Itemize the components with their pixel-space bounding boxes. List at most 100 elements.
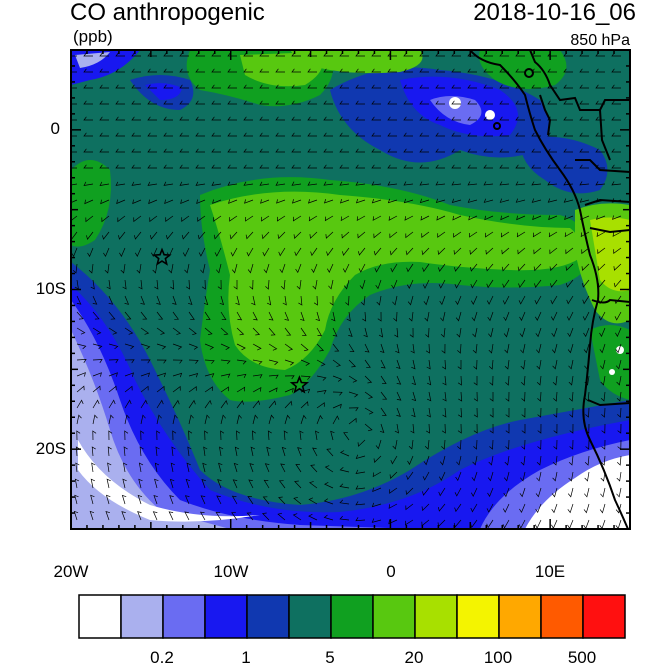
wind-barb: [611, 100, 621, 105]
wind-barb: [598, 295, 606, 305]
wind-barb: [421, 231, 430, 238]
wind-barb: [156, 385, 165, 393]
wind-barb: [291, 52, 301, 57]
wind-barb: [585, 439, 590, 450]
wind-barb: [310, 247, 318, 257]
wind-barb: [435, 84, 445, 89]
wind-barb: [532, 215, 542, 221]
wind-barb: [172, 372, 183, 378]
wind-barb: [259, 52, 269, 57]
wind-barb: [179, 148, 189, 153]
wind-barb: [373, 231, 382, 239]
wind-barb: [339, 198, 350, 204]
wind-barb: [284, 375, 295, 380]
wind-barb: [488, 327, 494, 338]
wind-barb: [531, 181, 542, 186]
wind-barb: [521, 391, 526, 402]
wind-barb: [275, 100, 285, 105]
wind-barb: [131, 132, 141, 137]
wind-barb: [76, 327, 86, 335]
wind-barb: [421, 247, 430, 256]
wind-barb: [536, 359, 542, 370]
wind-barb: [387, 181, 398, 186]
wind-barb: [137, 511, 142, 521]
wind-barb: [583, 503, 590, 514]
wind-barb: [440, 327, 446, 338]
wind-barb: [470, 295, 478, 305]
wind-barb: [106, 279, 111, 290]
wind-barb: [188, 399, 196, 409]
wind-barb: [406, 263, 414, 273]
wind-barb: [488, 455, 494, 466]
wind-barb: [611, 148, 621, 153]
wind-barb: [410, 423, 415, 434]
wind-barb: [376, 295, 382, 306]
wind-barb: [515, 132, 525, 137]
wind-barb: [326, 247, 334, 257]
wind-barb: [468, 215, 478, 221]
wind-barb: [342, 247, 350, 256]
wind-barb: [187, 295, 193, 306]
wind-barb: [188, 414, 194, 425]
wind-barb: [140, 295, 145, 305]
wind-barb: [421, 503, 430, 512]
wind-barb: [115, 68, 125, 73]
wind-barb: [537, 439, 542, 450]
wind-barb: [147, 100, 157, 105]
wind-barb: [284, 400, 293, 409]
wind-barb: [537, 391, 542, 402]
wind-barb: [140, 359, 151, 364]
wind-barb: [600, 375, 606, 386]
wind-barb: [483, 132, 493, 137]
wind-barb: [215, 511, 222, 521]
wind-barb: [199, 511, 206, 521]
wind-barb: [131, 68, 141, 73]
wind-barb: [425, 343, 430, 354]
wind-barb: [252, 414, 259, 425]
wind-barb: [204, 399, 212, 409]
wind-barb: [504, 359, 510, 370]
wind-barb: [483, 148, 493, 153]
wind-barb: [553, 423, 558, 434]
wind-barb: [195, 84, 205, 89]
wind-barb: [379, 343, 385, 354]
wind-barb: [156, 372, 167, 378]
wind-barb: [442, 391, 447, 402]
wind-barb: [103, 247, 110, 258]
wind-barb: [553, 391, 558, 402]
wind-barb: [325, 231, 334, 239]
wind-barb: [227, 181, 238, 186]
wind-barb: [518, 295, 526, 305]
wind-barb: [407, 455, 414, 466]
wind-barb: [308, 497, 318, 505]
wind-barb: [259, 68, 269, 73]
wind-barb: [147, 84, 157, 89]
wind-barb: [326, 263, 334, 273]
wind-barb: [355, 164, 365, 169]
wind-barb: [71, 199, 78, 204]
wind-barb: [108, 414, 114, 425]
wind-barb: [307, 132, 317, 137]
wind-barb: [195, 132, 205, 137]
wind-barb: [387, 132, 397, 137]
wind-barb: [236, 327, 245, 336]
wind-barb: [275, 84, 285, 89]
wind-barb: [405, 231, 414, 239]
wind-barb: [357, 231, 366, 239]
wind-barb: [520, 375, 526, 386]
wind-barb: [148, 199, 158, 205]
wind-barb: [595, 181, 606, 186]
wind-barb: [76, 372, 86, 377]
wind-barb: [563, 116, 573, 121]
site-markers: [152, 247, 310, 394]
wind-barb: [213, 215, 222, 222]
wind-barb: [236, 373, 247, 379]
wind-barb: [227, 100, 237, 105]
wind-barb: [156, 399, 164, 409]
wind-barb: [453, 247, 462, 255]
wind-barb: [147, 181, 158, 186]
wind-barb: [483, 68, 493, 73]
wind-barb: [551, 487, 558, 498]
wind-barb: [552, 359, 558, 370]
wind-barb: [156, 343, 167, 350]
